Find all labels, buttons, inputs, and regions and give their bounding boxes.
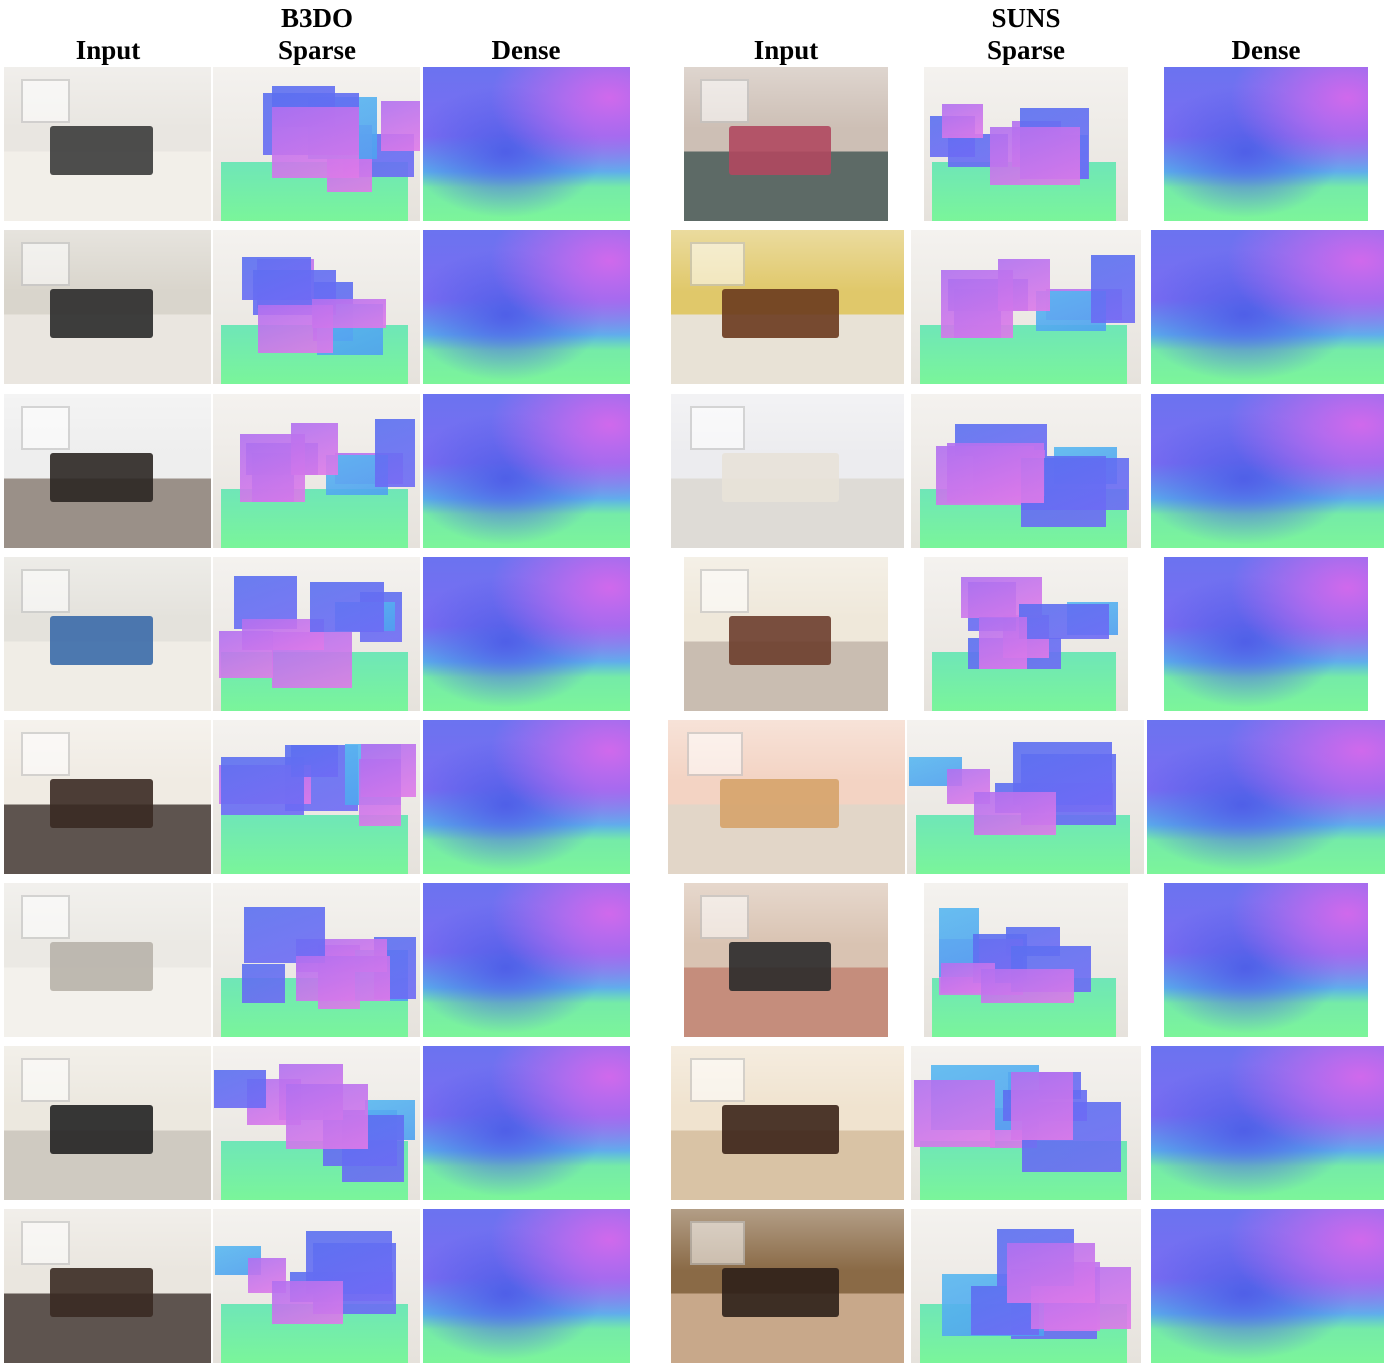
suns-sparse-normals — [911, 1046, 1141, 1200]
b3do-sparse-normals — [213, 1046, 420, 1200]
suns-input-image — [684, 883, 888, 1037]
b3do-input-image — [4, 230, 211, 384]
col-head-suns-dense: Dense — [1231, 35, 1301, 65]
b3do-dense-normals — [423, 1209, 630, 1363]
suns-dense-normals — [1164, 883, 1368, 1037]
suns-input-image — [671, 394, 904, 548]
suns-sparse-normals — [911, 394, 1141, 548]
suns-sparse-normals — [911, 1209, 1141, 1363]
col-head-suns-sparse: Sparse — [986, 35, 1065, 65]
b3do-dense-normals — [423, 394, 630, 548]
suns-sparse-normals — [911, 230, 1141, 384]
suns-dense-normals — [1164, 557, 1368, 711]
b3do-input-image — [4, 720, 211, 874]
suns-sparse-normals — [924, 557, 1128, 711]
b3do-sparse-normals — [213, 1209, 420, 1363]
suns-dense-normals — [1147, 720, 1385, 874]
suns-sparse-normals — [907, 720, 1144, 874]
suns-dense-normals — [1151, 1209, 1384, 1363]
b3do-dense-normals — [423, 883, 630, 1037]
suns-sparse-normals — [924, 67, 1128, 221]
b3do-sparse-normals — [213, 67, 420, 221]
suns-sparse-normals — [924, 883, 1128, 1037]
b3do-sparse-normals — [213, 230, 420, 384]
b3do-dense-normals — [423, 67, 630, 221]
suns-input-image — [671, 1046, 904, 1200]
b3do-input-image — [4, 1046, 211, 1200]
suns-dense-normals — [1151, 230, 1384, 384]
b3do-sparse-normals — [213, 720, 420, 874]
col-head-b3do-sparse: Sparse — [277, 35, 356, 65]
b3do-dense-normals — [423, 230, 630, 384]
b3do-input-image — [4, 394, 211, 548]
b3do-input-image — [4, 557, 211, 711]
suns-dense-normals — [1151, 1046, 1384, 1200]
suns-input-image — [671, 1209, 904, 1363]
col-head-b3do-input: Input — [75, 35, 141, 65]
b3do-dense-normals — [423, 1046, 630, 1200]
suns-input-image — [684, 67, 888, 221]
b3do-sparse-normals — [213, 394, 420, 548]
group-title-suns: SUNS — [991, 3, 1061, 33]
b3do-dense-normals — [423, 557, 630, 711]
b3do-sparse-normals — [213, 557, 420, 711]
b3do-input-image — [4, 883, 211, 1037]
suns-input-image — [671, 230, 904, 384]
suns-input-image — [668, 720, 905, 874]
suns-input-image — [684, 557, 888, 711]
b3do-sparse-normals — [213, 883, 420, 1037]
col-head-suns-input: Input — [753, 35, 819, 65]
suns-dense-normals — [1151, 394, 1384, 548]
b3do-input-image — [4, 1209, 211, 1363]
col-head-b3do-dense: Dense — [491, 35, 561, 65]
group-title-b3do: B3DO — [280, 3, 353, 33]
suns-dense-normals — [1164, 67, 1368, 221]
b3do-dense-normals — [423, 720, 630, 874]
b3do-input-image — [4, 67, 211, 221]
